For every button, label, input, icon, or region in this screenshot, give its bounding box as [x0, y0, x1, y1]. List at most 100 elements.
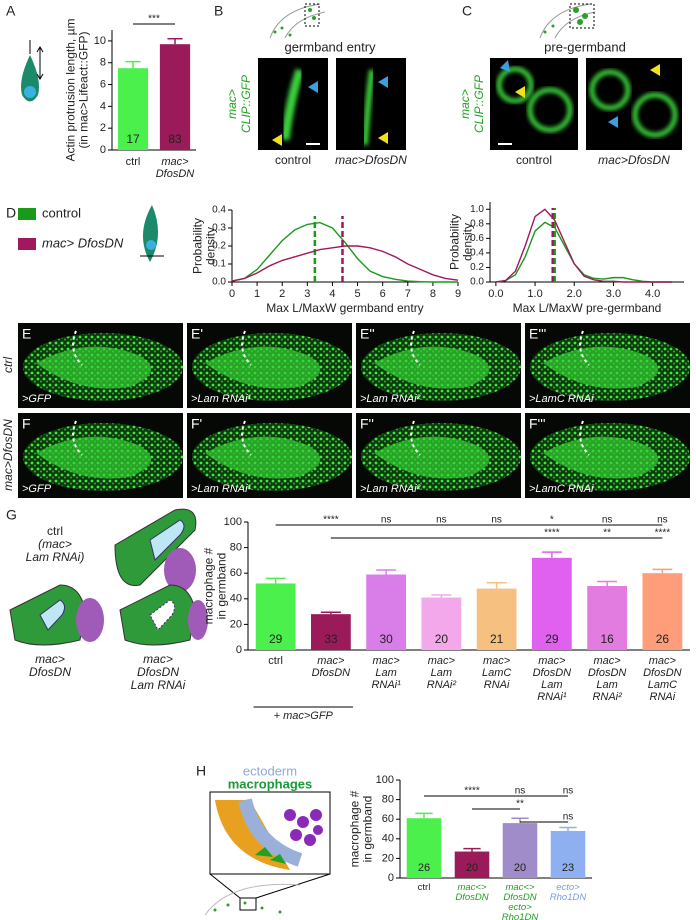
panel-label: A — [6, 3, 16, 19]
micrograph — [586, 58, 682, 150]
bar — [366, 574, 407, 650]
x-tick-label: ctrl — [268, 655, 283, 667]
x-tick-label-line: ecto> — [508, 902, 532, 913]
bar — [476, 588, 517, 650]
scale-bar — [306, 143, 320, 145]
significance-label: ns — [515, 786, 526, 797]
x-tick-label-line: RNAi² — [592, 691, 622, 703]
x-tick-label: mac<> DfosDN ecto> Rho1DN — [502, 882, 539, 920]
y-tick-label: 20 — [230, 618, 242, 630]
bar — [310, 614, 351, 650]
bar — [421, 597, 462, 650]
significance-label: ns — [491, 515, 502, 526]
bar — [642, 573, 683, 650]
cell-icon — [140, 205, 164, 262]
y-axis-label-line: in germband — [215, 553, 229, 620]
image-ylabel-line: mac> — [225, 89, 239, 119]
micrograph — [258, 58, 328, 150]
x-tick-label-line: DfosDN — [643, 667, 682, 679]
y-tick-label: 80 — [382, 794, 394, 806]
y-tick-label: 0.4 — [212, 205, 226, 216]
x-tick-label-line: ctrl — [418, 882, 431, 893]
x-tick-label-line: Rho1DN — [550, 892, 587, 903]
y-tick-label: 40 — [382, 833, 394, 845]
sample-size: 23 — [562, 862, 574, 874]
image-title: germband entry — [284, 39, 376, 54]
x-tick-label-line: ctrl — [126, 156, 141, 168]
y-tick-label: 2 — [100, 122, 106, 134]
y-tick-label: 0.2 — [470, 262, 484, 273]
legend-swatch — [18, 238, 36, 250]
cartoon-label: ctrl (mac> Lam RNAi) — [26, 524, 85, 564]
panel-label: E' — [191, 326, 203, 342]
y-tick-label: 0 — [100, 144, 106, 156]
x-tick-label: mac<> DfosDN — [455, 882, 488, 903]
significance-label: ns — [381, 515, 392, 526]
sample-size: 29 — [545, 632, 559, 646]
x-tick-label-line: RNAi² — [427, 679, 457, 691]
x-tick-label-line: mac> — [428, 655, 456, 667]
image-caption: >LamC RNAi — [529, 483, 594, 495]
row-label: mac>DfosDN — [1, 419, 15, 491]
bar — [159, 44, 191, 150]
x-tick-label-line: mac> — [649, 655, 677, 667]
y-axis-label-line: macrophage # — [348, 790, 362, 867]
x-tick-label-line: DfosDN — [588, 667, 627, 679]
x-tick-label-line: mac> — [161, 156, 189, 168]
significance-label: ns — [602, 515, 613, 526]
x-tick-label-line: mac<> — [457, 882, 486, 893]
y-axis-label-line: density — [461, 223, 475, 261]
panel-label: F — [22, 416, 31, 432]
x-tick-label-line: mac> — [538, 655, 566, 667]
panel-label: C — [462, 3, 472, 19]
bar — [587, 586, 628, 650]
cartoon-label: mac> DfosDN — [29, 652, 71, 679]
density-line — [231, 221, 458, 283]
x-tick-label-line: RNAi¹ — [371, 679, 401, 691]
x-tick-label-line: RNAi — [484, 679, 510, 691]
y-axis-label-line: Actin protrusion length, µm — [64, 19, 78, 162]
density-line — [495, 208, 673, 283]
image-ylabel-line: CLIP::GFP — [239, 75, 253, 133]
image-caption: >Lam RNAi² — [360, 393, 421, 405]
significance-label: ns — [436, 515, 447, 526]
significance-label: *** — [148, 14, 160, 25]
cartoon-label-line: mac> — [143, 652, 173, 666]
legend-label: control — [42, 205, 81, 220]
significance-label: ns — [563, 812, 574, 823]
x-tick-label-line: ctrl — [268, 655, 283, 667]
y-axis-label-line: in germband — [361, 796, 375, 863]
cartoon-label-line: DfosDN — [137, 665, 179, 679]
x-axis-label: Max L/MaxW pre-germband — [513, 301, 662, 315]
x-tick-label-line: mac> — [373, 655, 401, 667]
bar — [406, 818, 442, 878]
panel-label: D — [6, 205, 16, 221]
y-tick-label: 0 — [388, 872, 394, 884]
sample-size: 83 — [168, 132, 182, 146]
scale-bar — [498, 143, 512, 145]
x-tick-label: ctrl — [126, 156, 141, 168]
image-caption: mac>DfosDN — [335, 153, 407, 167]
panel-label: F' — [191, 416, 202, 432]
panel-label: E — [22, 326, 31, 342]
x-tick-label-line: DfosDN — [503, 892, 536, 903]
x-tick-label: 6 — [380, 288, 386, 300]
legend-swatch — [18, 208, 36, 220]
image-caption: >LamC RNAi — [529, 393, 594, 405]
bar — [255, 583, 296, 650]
y-axis-label: Probabilitydensity — [448, 214, 475, 270]
y-tick-label: 0.2 — [212, 241, 226, 252]
x-tick-label: 2.0 — [567, 288, 582, 300]
bar — [454, 851, 490, 878]
cartoon-label-line: Lam RNAi — [131, 678, 186, 692]
x-tick-label-line: Lam — [375, 667, 396, 679]
cartoon-label-line: DfosDN — [29, 665, 71, 679]
bar — [550, 830, 586, 878]
x-tick-label: 4.0 — [645, 288, 660, 300]
y-tick-label: 0.3 — [212, 223, 226, 234]
image-caption: >Lam RNAi¹ — [191, 483, 252, 495]
micrograph — [336, 58, 406, 150]
cartoon — [204, 791, 331, 916]
